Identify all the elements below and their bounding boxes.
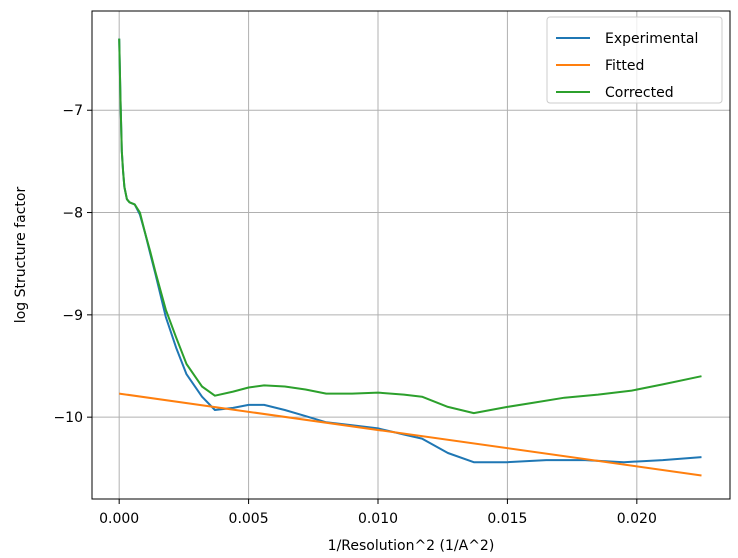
x-tick-label: 0.005: [229, 511, 269, 527]
legend-label-corrected: Corrected: [605, 85, 674, 101]
x-tick-label: 0.000: [99, 511, 139, 527]
x-tick-label: 0.020: [617, 511, 657, 527]
x-axis-ticks: 0.000 0.005 0.010 0.015 0.020: [99, 499, 657, 527]
series-layer: [118, 38, 702, 477]
series-line-corrected: [118, 38, 702, 415]
y-tick-label: −9: [62, 308, 83, 324]
legend-label-fitted: Fitted: [605, 58, 644, 74]
legend-label-experimental: Experimental: [605, 31, 698, 47]
legend: Experimental Fitted Corrected: [546, 16, 723, 104]
series-line-fitted: [119, 392, 702, 477]
legend-box: [546, 16, 723, 104]
y-tick-label: −7: [62, 103, 83, 119]
y-axis-title: log Structure factor: [13, 187, 29, 324]
x-tick-label: 0.015: [487, 511, 527, 527]
plot-area-frame: [91, 10, 731, 500]
y-tick-label: −10: [53, 410, 83, 426]
grid-lines: [92, 11, 730, 499]
y-tick-label: −8: [62, 206, 83, 222]
x-tick-label: 0.010: [358, 511, 398, 527]
y-axis-ticks: −10 −9 −8 −7: [53, 103, 92, 426]
x-axis-title: 1/Resolution^2 (1/A^2): [328, 538, 495, 554]
